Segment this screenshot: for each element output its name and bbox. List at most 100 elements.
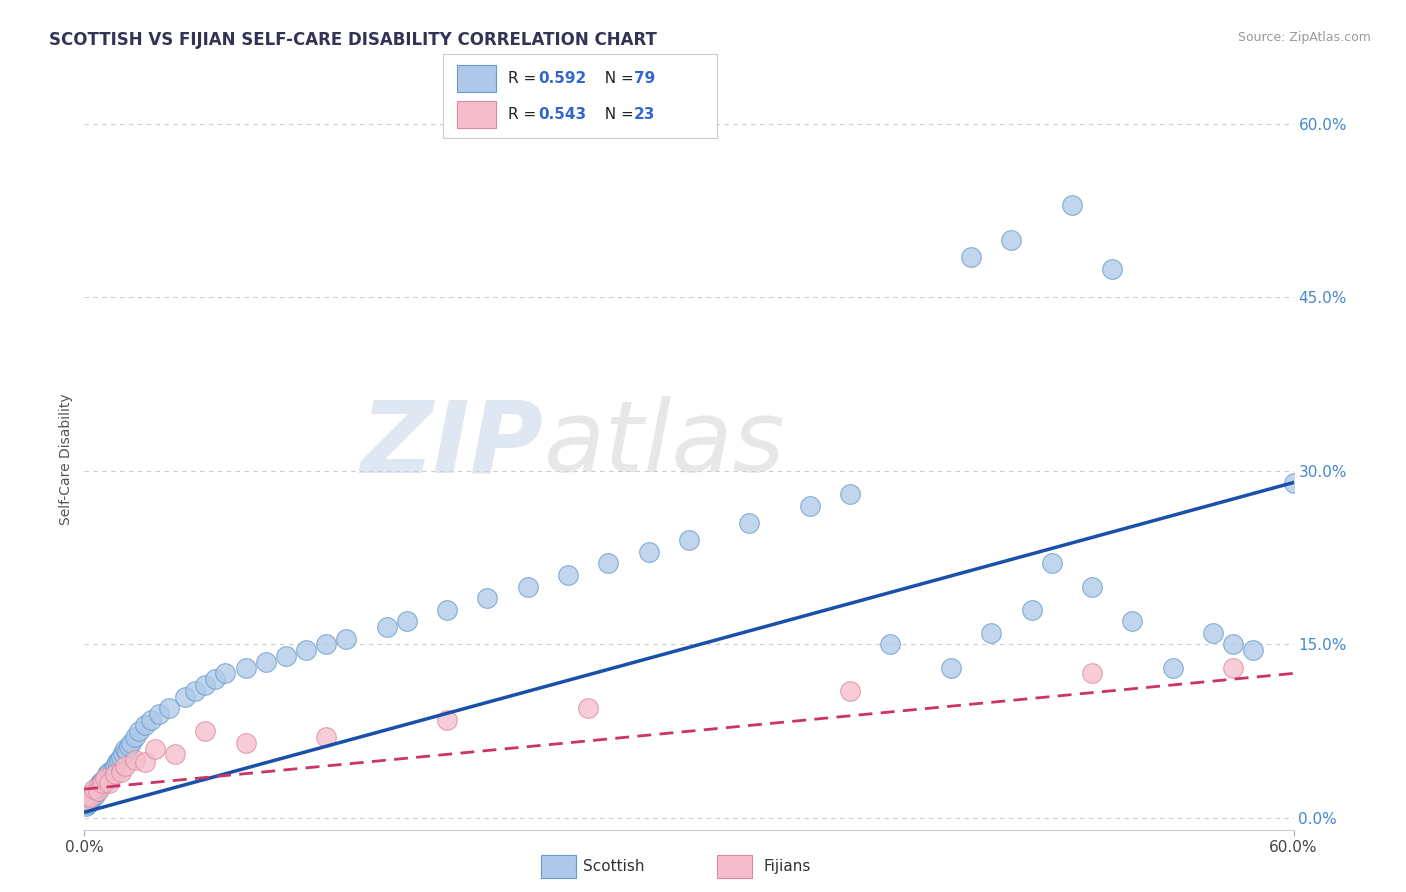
Point bbox=[960, 250, 983, 264]
Point bbox=[90, 779, 112, 793]
Point bbox=[184, 683, 207, 698]
Point bbox=[76, 797, 98, 811]
Point bbox=[436, 603, 458, 617]
Point bbox=[1222, 637, 1244, 651]
Point bbox=[576, 701, 599, 715]
Text: N =: N = bbox=[595, 71, 638, 86]
Text: N =: N = bbox=[595, 107, 638, 121]
Point bbox=[82, 788, 104, 802]
Point bbox=[139, 713, 162, 727]
Point bbox=[557, 568, 579, 582]
Point bbox=[879, 637, 901, 651]
Point bbox=[194, 678, 217, 692]
Point bbox=[111, 746, 134, 760]
Point bbox=[436, 713, 458, 727]
Point bbox=[110, 749, 132, 764]
Point bbox=[91, 776, 114, 790]
Point bbox=[315, 730, 337, 744]
Point bbox=[134, 756, 156, 770]
Point bbox=[1081, 666, 1104, 681]
Point bbox=[1282, 475, 1305, 490]
Point bbox=[839, 683, 862, 698]
Point bbox=[295, 643, 318, 657]
Text: SCOTTISH VS FIJIAN SELF-CARE DISABILITY CORRELATION CHART: SCOTTISH VS FIJIAN SELF-CARE DISABILITY … bbox=[49, 31, 657, 49]
Text: 79: 79 bbox=[634, 71, 655, 86]
Point bbox=[157, 701, 180, 715]
Point bbox=[194, 724, 217, 739]
Point bbox=[104, 759, 127, 773]
Point bbox=[79, 790, 101, 805]
Text: ZIP: ZIP bbox=[361, 396, 544, 493]
Point bbox=[477, 591, 499, 606]
Point bbox=[97, 764, 120, 779]
Point bbox=[79, 790, 101, 805]
Point bbox=[254, 655, 277, 669]
Point bbox=[118, 739, 141, 754]
Text: Source: ZipAtlas.com: Source: ZipAtlas.com bbox=[1237, 31, 1371, 45]
Point bbox=[110, 764, 132, 779]
Point bbox=[93, 771, 115, 785]
Point bbox=[94, 774, 117, 789]
Point bbox=[1101, 261, 1123, 276]
Point bbox=[214, 666, 236, 681]
Point bbox=[77, 788, 100, 802]
Point bbox=[274, 648, 297, 663]
Point bbox=[235, 736, 257, 750]
Point bbox=[148, 706, 170, 721]
Point bbox=[115, 744, 138, 758]
Point bbox=[80, 792, 103, 806]
Point bbox=[1081, 580, 1104, 594]
Point bbox=[1000, 233, 1022, 247]
Point bbox=[93, 771, 115, 785]
Point bbox=[87, 779, 110, 793]
Point bbox=[235, 660, 257, 674]
Point bbox=[174, 690, 197, 704]
Point bbox=[134, 718, 156, 732]
Point bbox=[87, 784, 110, 798]
Point bbox=[598, 557, 620, 571]
Point bbox=[101, 763, 124, 777]
Point bbox=[75, 794, 97, 808]
Text: 0.592: 0.592 bbox=[538, 71, 586, 86]
Y-axis label: Self-Care Disability: Self-Care Disability bbox=[59, 393, 73, 525]
Point bbox=[128, 724, 150, 739]
Text: R =: R = bbox=[508, 71, 541, 86]
Text: 23: 23 bbox=[634, 107, 655, 121]
Point bbox=[93, 776, 115, 790]
Point bbox=[1040, 557, 1063, 571]
Point bbox=[637, 545, 659, 559]
Point bbox=[77, 794, 100, 808]
Point bbox=[1060, 198, 1083, 212]
Text: R =: R = bbox=[508, 107, 541, 121]
Point bbox=[120, 736, 142, 750]
Point bbox=[395, 615, 418, 629]
Point bbox=[335, 632, 357, 646]
Point bbox=[839, 487, 862, 501]
Point bbox=[107, 753, 129, 767]
Point bbox=[165, 747, 187, 762]
Point bbox=[96, 767, 118, 781]
Point bbox=[738, 516, 761, 530]
Point bbox=[96, 771, 118, 785]
Point bbox=[124, 753, 146, 767]
Text: atlas: atlas bbox=[544, 396, 786, 493]
Point bbox=[124, 730, 146, 744]
Point bbox=[86, 784, 108, 798]
Point bbox=[1121, 615, 1143, 629]
Point bbox=[114, 759, 136, 773]
Point bbox=[89, 780, 111, 795]
Point bbox=[97, 776, 120, 790]
Point bbox=[375, 620, 398, 634]
Point bbox=[89, 776, 111, 790]
Point bbox=[980, 626, 1002, 640]
Point bbox=[86, 782, 108, 797]
Point bbox=[1021, 603, 1043, 617]
Text: 0.543: 0.543 bbox=[538, 107, 586, 121]
Point bbox=[1161, 660, 1184, 674]
Point bbox=[315, 637, 337, 651]
Point bbox=[91, 774, 114, 789]
Point bbox=[204, 672, 226, 686]
Point bbox=[84, 788, 107, 802]
Point bbox=[83, 786, 105, 800]
Point bbox=[100, 767, 122, 781]
